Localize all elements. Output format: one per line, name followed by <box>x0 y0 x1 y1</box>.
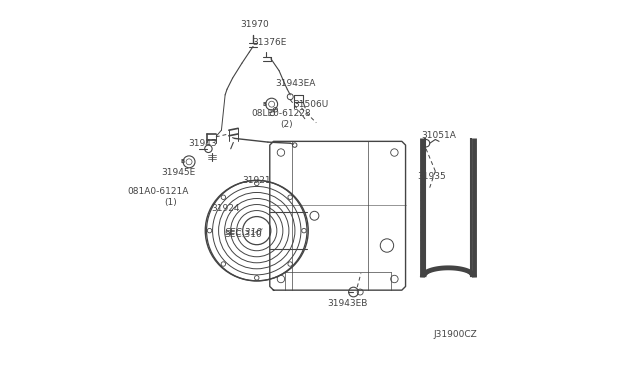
Text: SEC.310: SEC.310 <box>225 228 262 237</box>
Text: (2): (2) <box>280 120 293 129</box>
Text: (1): (1) <box>164 198 177 207</box>
Text: 31943EB: 31943EB <box>328 299 368 308</box>
Text: 31945E: 31945E <box>161 169 196 177</box>
Text: 31943: 31943 <box>189 139 217 148</box>
Text: SEC.310: SEC.310 <box>225 230 262 239</box>
Polygon shape <box>270 141 406 290</box>
Text: 31506U: 31506U <box>293 100 328 109</box>
Text: 31970: 31970 <box>241 20 269 29</box>
Text: 31935: 31935 <box>417 172 446 181</box>
Text: J31900CZ: J31900CZ <box>434 330 477 339</box>
Text: 31921: 31921 <box>243 176 271 185</box>
Text: 31376E: 31376E <box>253 38 287 47</box>
Text: B: B <box>180 159 184 164</box>
Text: 31051A: 31051A <box>422 131 456 140</box>
Text: 31943EA: 31943EA <box>276 79 316 88</box>
Text: 31924: 31924 <box>211 204 239 213</box>
Text: 08LE0-61228: 08LE0-61228 <box>251 109 311 118</box>
Text: 081A0-6121A: 081A0-6121A <box>127 187 189 196</box>
Text: B: B <box>263 102 267 107</box>
